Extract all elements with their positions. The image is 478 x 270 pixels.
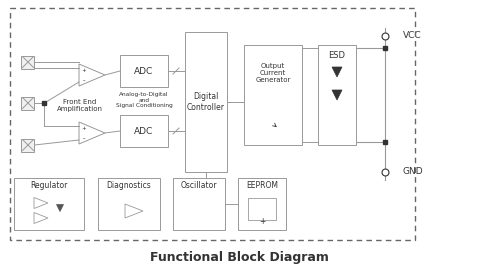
Polygon shape [332, 67, 342, 77]
Text: ADC: ADC [134, 66, 153, 76]
Bar [98, 178, 160, 230]
Text: +: + [82, 126, 87, 130]
Bar [120, 55, 168, 87]
Bar [173, 178, 225, 230]
Bar [22, 56, 34, 69]
Text: Regulator: Regulator [30, 181, 68, 191]
Text: -: - [83, 77, 85, 83]
Bar [318, 45, 356, 145]
Text: VCC: VCC [403, 32, 422, 40]
Text: Oscillator: Oscillator [181, 181, 217, 191]
Polygon shape [332, 90, 342, 100]
Bar [244, 45, 302, 145]
Text: EEPROM: EEPROM [246, 181, 278, 191]
Bar [248, 198, 276, 220]
Bar [185, 32, 227, 172]
Bar [120, 115, 168, 147]
Bar [238, 178, 286, 230]
Text: Diagnostics: Diagnostics [107, 181, 152, 191]
Text: ESD: ESD [328, 50, 346, 59]
Text: Functional Block Diagram: Functional Block Diagram [150, 251, 328, 265]
Text: +: + [259, 217, 265, 225]
Bar [22, 96, 34, 110]
Bar [10, 8, 415, 240]
Text: +: + [82, 68, 87, 73]
Bar [14, 178, 84, 230]
Text: Digital
Controller: Digital Controller [187, 92, 225, 112]
Text: ADC: ADC [134, 127, 153, 136]
Text: Analog-to-Digital
and
Signal Conditioning: Analog-to-Digital and Signal Conditionin… [116, 92, 173, 108]
Text: Front End
Amplification: Front End Amplification [57, 99, 103, 112]
Polygon shape [56, 204, 64, 211]
Text: Output
Current
Generator: Output Current Generator [255, 63, 291, 83]
Text: -: - [83, 135, 85, 141]
Bar [22, 139, 34, 151]
Text: GND: GND [403, 167, 424, 177]
